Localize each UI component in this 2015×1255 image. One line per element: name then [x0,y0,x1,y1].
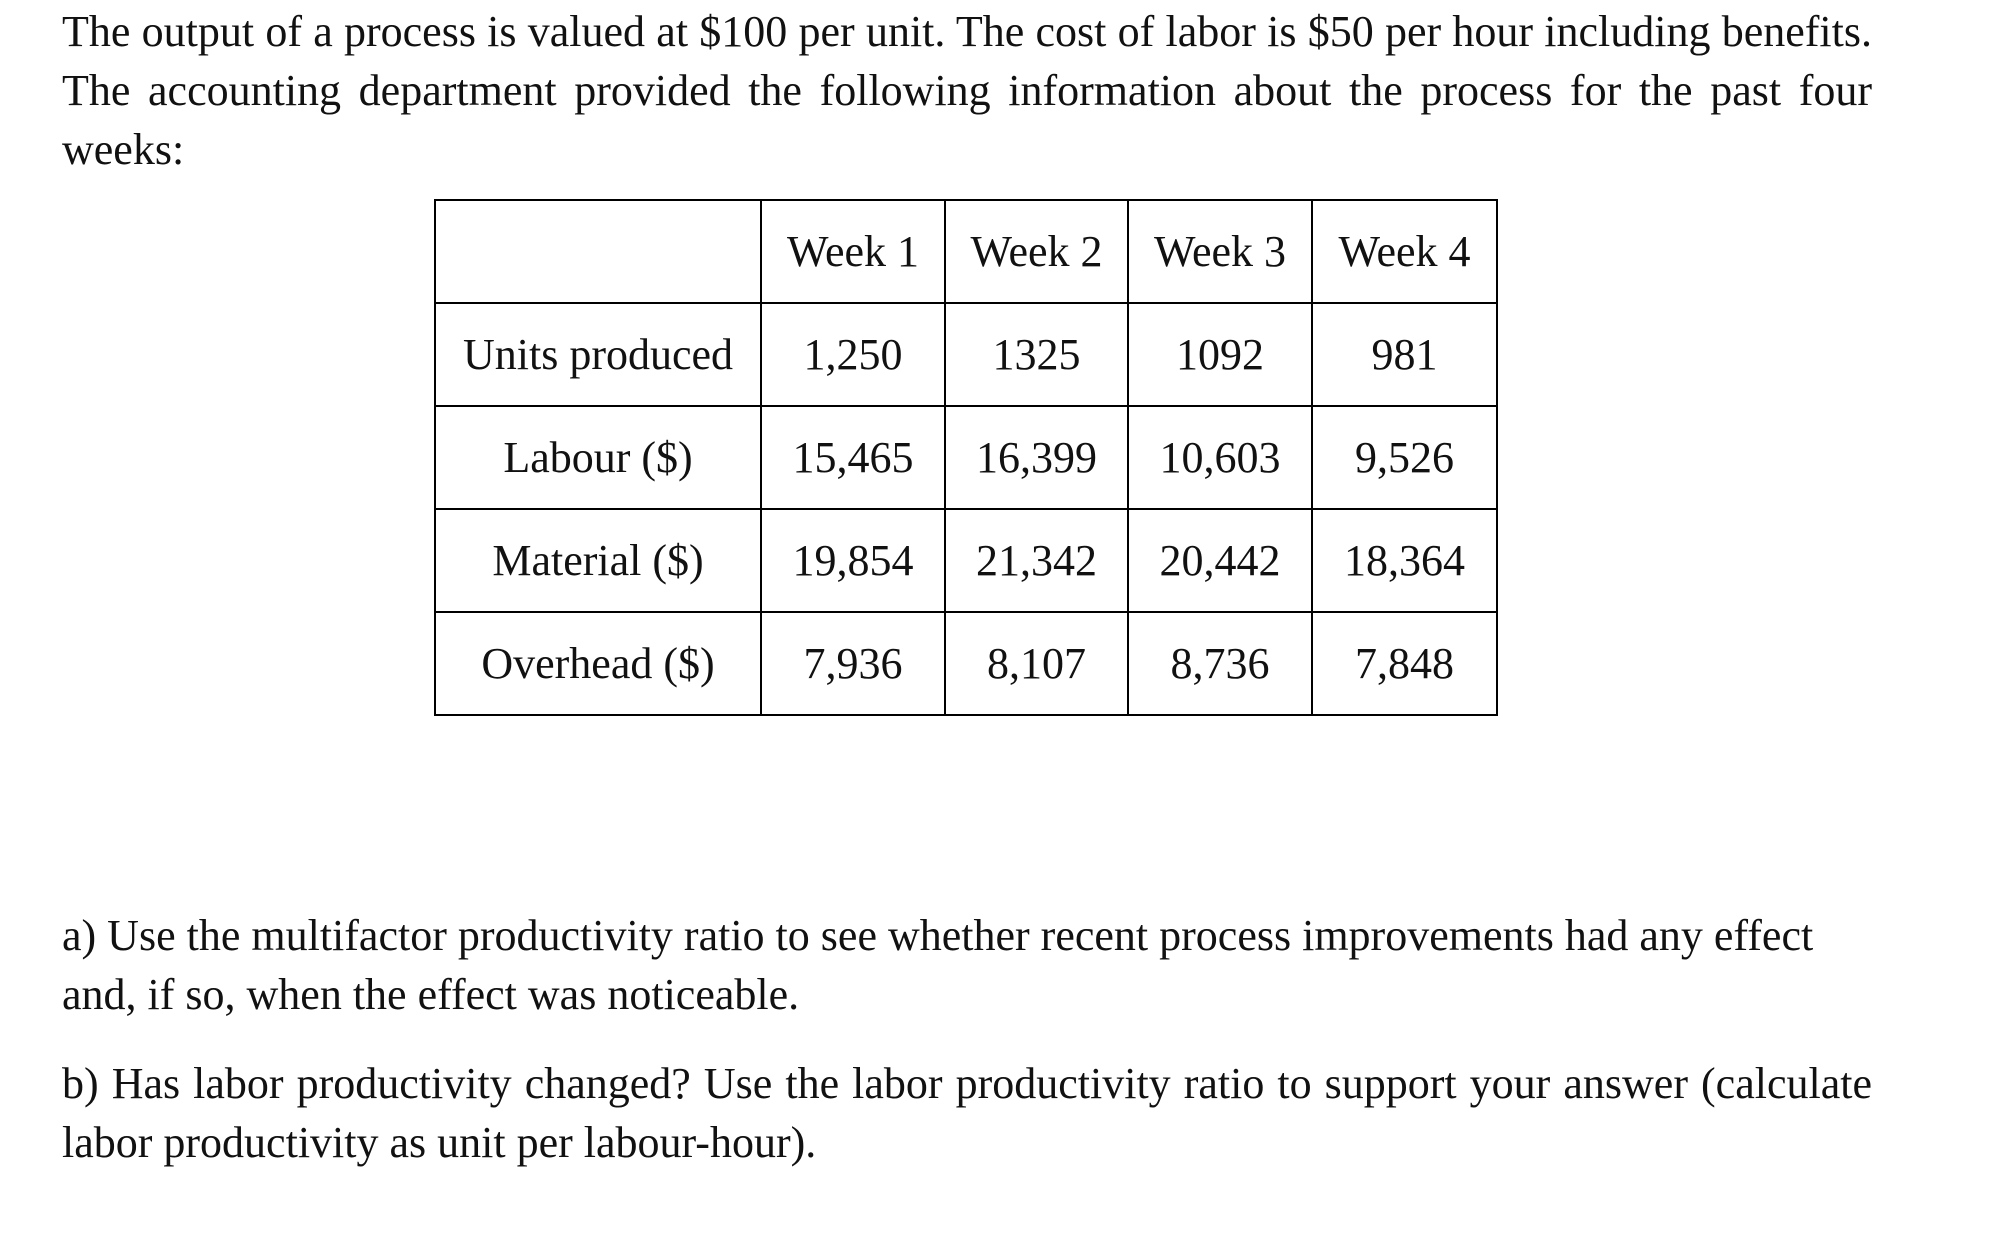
table-cell: 981 [1311,302,1498,407]
row-label: Labour ($) [434,405,762,510]
header-cell-week-3: Week 3 [1127,199,1313,304]
header-cell-week-2: Week 2 [944,199,1129,304]
table-cell: 19,854 [760,508,946,613]
row-label: Units produced [434,302,762,407]
table-cell: 16,399 [944,405,1129,510]
header-cell-empty [434,199,762,304]
table-row-labour: Labour ($) 15,465 16,399 10,603 9,526 [434,405,1498,510]
row-label: Material ($) [434,508,762,613]
header-cell-week-4: Week 4 [1311,199,1498,304]
table-cell: 1,250 [760,302,946,407]
table-cell: 1092 [1127,302,1313,407]
intro-paragraph: The output of a process is valued at $10… [62,7,1872,174]
table-header-row: Week 1 Week 2 Week 3 Week 4 [434,199,1498,304]
table-cell: 7,848 [1311,611,1498,716]
table-cell: 20,442 [1127,508,1313,613]
row-label: Overhead ($) [434,611,762,716]
table-row-overhead: Overhead ($) 7,936 8,107 8,736 7,848 [434,611,1498,716]
table-cell: 18,364 [1311,508,1498,613]
table-cell: 8,736 [1127,611,1313,716]
table-cell: 21,342 [944,508,1129,613]
table-row-units-produced: Units produced 1,250 1325 1092 981 [434,302,1498,407]
table-cell: 1325 [944,302,1129,407]
question-b: b) Has labor productivity changed? Use t… [62,1059,1872,1167]
table-cell: 10,603 [1127,405,1313,510]
table-cell: 8,107 [944,611,1129,716]
header-cell-week-1: Week 1 [760,199,946,304]
weekly-data-table: Week 1 Week 2 Week 3 Week 4 Units produc… [434,199,1498,716]
table-cell: 7,936 [760,611,946,716]
question-a: a) Use the multifactor productivity rati… [62,911,1814,1019]
table-cell: 9,526 [1311,405,1498,510]
table-row-material: Material ($) 19,854 21,342 20,442 18,364 [434,508,1498,613]
table-cell: 15,465 [760,405,946,510]
